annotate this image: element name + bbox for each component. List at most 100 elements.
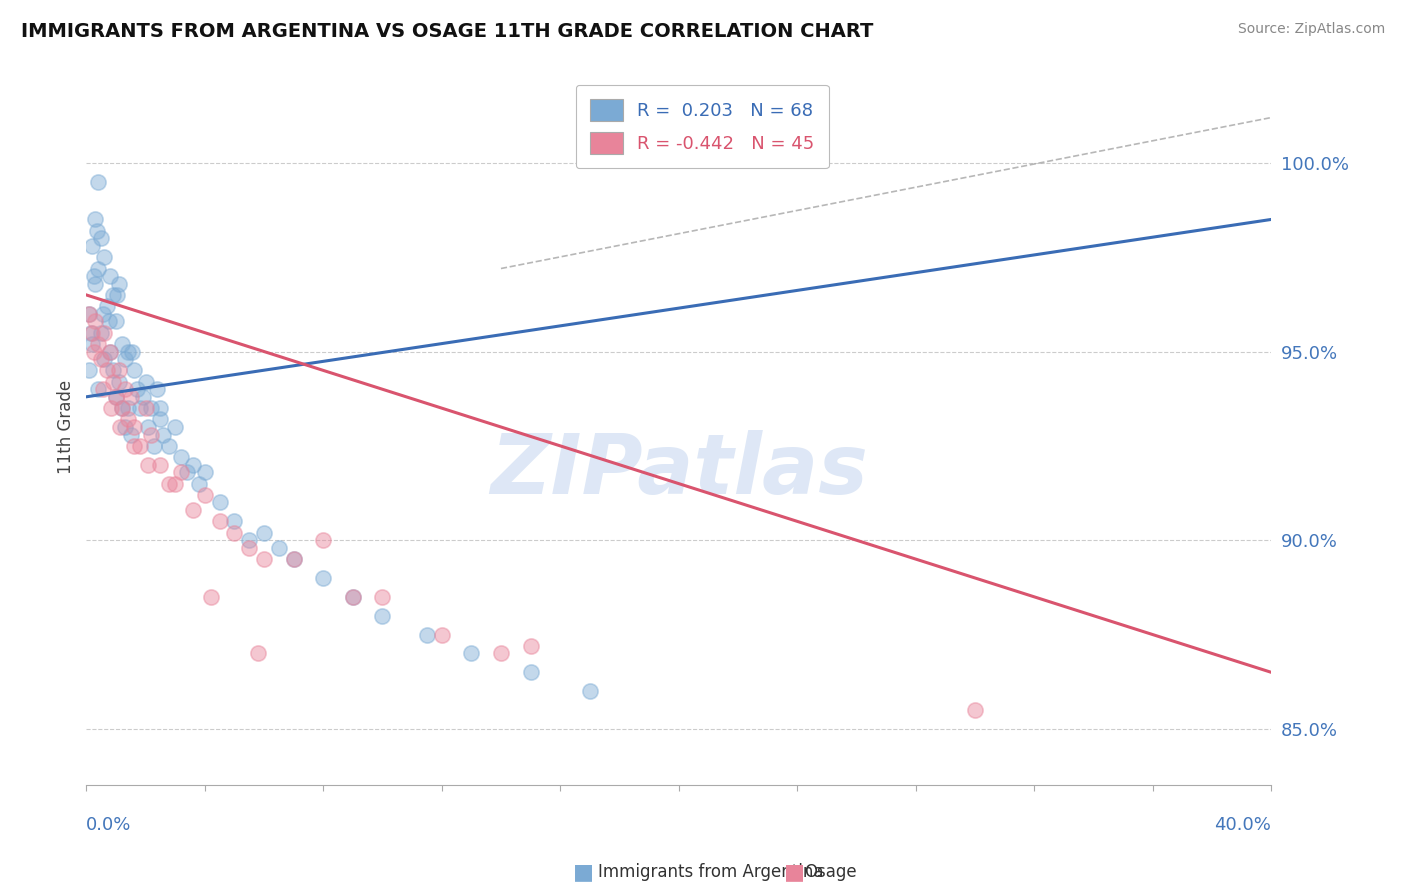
Point (208, 514, 231, 528)
Point (108, 363, 131, 377)
Point (120, 427, 142, 442)
Point (165, 420, 187, 434)
Point (146, 382, 169, 396)
Point (208, 495, 231, 509)
Point (114, 382, 136, 396)
Point (111, 337, 134, 351)
Point (83, 344, 105, 359)
Text: 40.0%: 40.0% (1215, 815, 1271, 834)
Point (253, 525, 276, 540)
Text: ■: ■ (574, 863, 593, 882)
Point (104, 390, 127, 404)
Point (87, 175, 110, 189)
Point (128, 439, 150, 453)
Point (430, 627, 453, 641)
Point (87, 337, 110, 351)
Point (138, 420, 160, 434)
Point (84, 277, 107, 291)
Point (121, 344, 143, 359)
Point (579, 684, 602, 698)
Point (84, 212, 107, 227)
Text: ■: ■ (785, 863, 804, 882)
Point (238, 541, 260, 555)
Point (519, 665, 541, 680)
Point (96, 363, 118, 377)
Point (82, 326, 104, 340)
Point (108, 375, 131, 389)
Point (342, 590, 364, 604)
Point (312, 571, 335, 585)
Point (963, 703, 986, 717)
Text: Source: ZipAtlas.com: Source: ZipAtlas.com (1237, 22, 1385, 37)
Point (98, 344, 121, 359)
Point (416, 627, 439, 641)
Point (82, 337, 104, 351)
Point (371, 590, 394, 604)
Point (165, 476, 187, 491)
Point (267, 541, 290, 555)
Point (90, 352, 112, 367)
Text: 0.0%: 0.0% (86, 815, 132, 834)
Point (77, 363, 100, 377)
Point (122, 420, 145, 434)
Point (84, 314, 107, 328)
Point (101, 375, 124, 389)
Point (128, 401, 150, 416)
Point (170, 450, 193, 465)
Point (111, 401, 134, 416)
Point (141, 401, 163, 416)
Point (101, 288, 124, 302)
Point (149, 458, 172, 472)
Point (181, 458, 204, 472)
Point (91, 382, 114, 396)
Point (93, 352, 115, 367)
Point (149, 412, 172, 426)
Point (519, 639, 541, 653)
Point (117, 401, 139, 416)
Point (87, 382, 110, 396)
Point (101, 363, 124, 377)
Point (82, 239, 104, 253)
Point (77, 307, 100, 321)
Legend: R =  0.203   N = 68, R = -0.442   N = 45: R = 0.203 N = 68, R = -0.442 N = 45 (576, 85, 830, 169)
Point (80, 326, 103, 340)
Point (104, 390, 127, 404)
Point (200, 590, 222, 604)
Point (125, 382, 148, 396)
Point (110, 420, 132, 434)
Point (238, 533, 260, 548)
Point (283, 552, 305, 566)
Point (460, 647, 482, 661)
Point (83, 268, 105, 283)
Point (77, 307, 100, 321)
Point (489, 647, 512, 661)
Point (135, 401, 157, 416)
Text: IMMIGRANTS FROM ARGENTINA VS OSAGE 11TH GRADE CORRELATION CHART: IMMIGRANTS FROM ARGENTINA VS OSAGE 11TH … (21, 22, 873, 41)
Point (141, 427, 163, 442)
Point (97, 314, 120, 328)
Point (114, 420, 136, 434)
Text: Immigrants from Argentina: Immigrants from Argentina (598, 863, 823, 881)
Point (122, 439, 145, 453)
Point (342, 590, 364, 604)
Point (131, 390, 153, 404)
Point (90, 231, 112, 245)
Text: Osage: Osage (804, 863, 856, 881)
Y-axis label: 11th Grade: 11th Grade (58, 380, 75, 474)
Point (157, 476, 180, 491)
Point (157, 439, 180, 453)
Point (108, 277, 131, 291)
Point (224, 525, 246, 540)
Point (117, 412, 139, 426)
Point (194, 465, 217, 479)
Point (104, 314, 127, 328)
Point (120, 390, 142, 404)
Point (111, 401, 134, 416)
Point (176, 465, 198, 479)
Point (98, 344, 121, 359)
Point (135, 375, 157, 389)
Point (253, 552, 276, 566)
Point (114, 352, 136, 367)
Point (122, 363, 145, 377)
Point (247, 647, 270, 661)
